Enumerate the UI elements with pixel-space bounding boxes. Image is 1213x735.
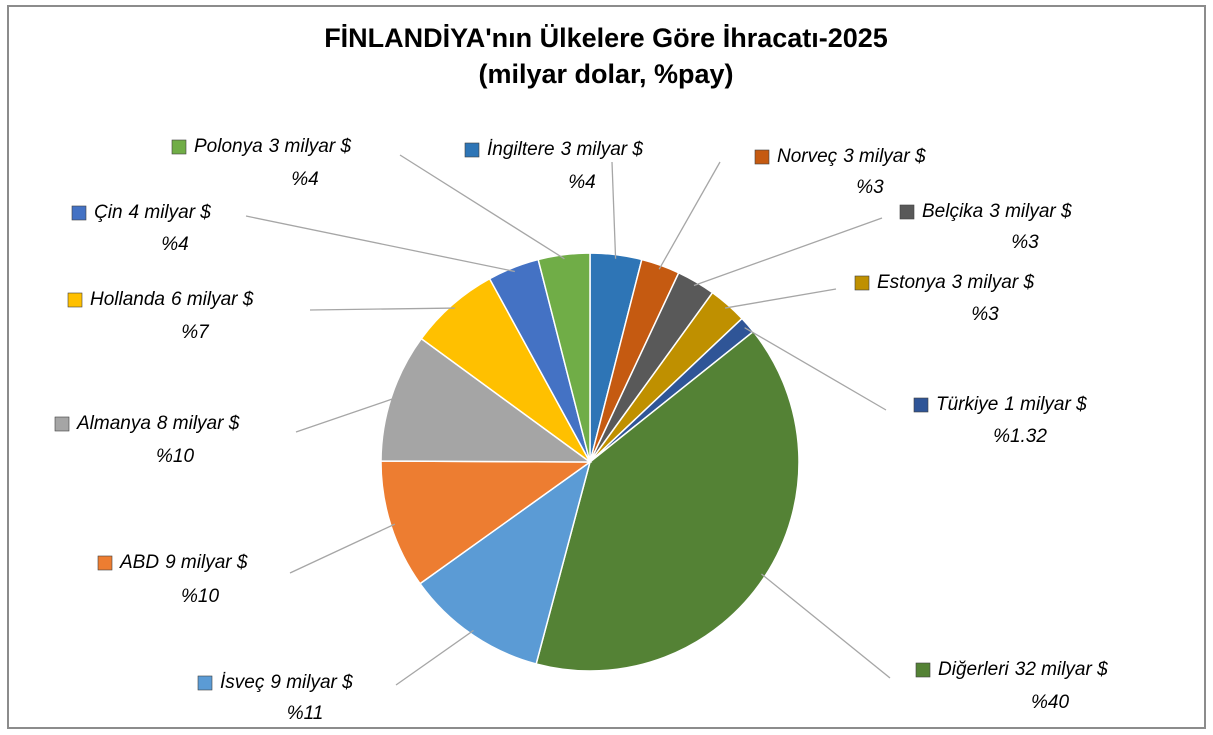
leader-line	[309, 307, 455, 311]
amount-label: 9 milyar $	[270, 672, 353, 693]
data-label: İsveç 9 milyar $	[220, 672, 353, 693]
data-label: Norveç 3 milyar $	[777, 146, 926, 167]
leader-line	[399, 154, 565, 260]
data-label: Türkiye 1 milyar $	[936, 394, 1087, 415]
legend-key	[54, 416, 70, 432]
percent-label: %1.32	[993, 426, 1047, 447]
category-label: Belçika	[922, 201, 983, 222]
category-label: Hollanda	[90, 289, 165, 310]
legend-key	[854, 275, 870, 291]
percent-label: %10	[181, 586, 219, 607]
leader-line	[395, 629, 474, 686]
data-label: Belçika 3 milyar $	[922, 201, 1072, 222]
category-label: Türkiye	[936, 394, 998, 415]
legend-key	[913, 397, 929, 413]
percent-label: %3	[1011, 232, 1039, 253]
leader-line	[761, 573, 891, 679]
leader-line	[724, 288, 837, 309]
percent-label: %4	[291, 169, 318, 190]
chart-subtitle: (milyar dolar, %pay)	[478, 59, 733, 89]
data-label: Almanya 8 milyar $	[76, 413, 240, 434]
data-label: İngiltere 3 milyar $	[487, 139, 643, 160]
amount-label: 32 milyar $	[1015, 659, 1108, 680]
legend-key	[464, 142, 480, 158]
amount-label: 8 milyar $	[157, 413, 240, 434]
data-label: Hollanda 6 milyar $	[90, 289, 254, 310]
percent-label: %10	[156, 446, 194, 467]
category-label: ABD	[119, 552, 159, 573]
amount-label: 4 milyar $	[129, 202, 212, 223]
legend-key	[71, 205, 87, 221]
leader-line	[245, 215, 515, 273]
amount-label: 3 milyar $	[269, 136, 352, 157]
amount-label: 3 milyar $	[561, 139, 644, 160]
percent-label: %11	[287, 703, 324, 724]
amount-label: 3 milyar $	[952, 272, 1035, 293]
legend-key	[171, 139, 187, 155]
legend-key	[67, 292, 83, 308]
amount-label: 1 milyar $	[1004, 394, 1087, 415]
category-label: İsveç	[220, 672, 265, 693]
category-label: Almanya	[76, 413, 151, 434]
leader-line	[611, 161, 617, 259]
leader-line	[693, 217, 883, 287]
legend-key	[754, 149, 770, 165]
category-label: Estonya	[877, 272, 946, 293]
leader-line	[295, 397, 396, 433]
legend-key	[915, 662, 931, 678]
pie-slice	[537, 252, 591, 463]
data-label: Diğerleri 32 milyar $	[938, 659, 1108, 680]
pie-slice	[380, 337, 593, 463]
percent-label: %4	[568, 172, 595, 193]
amount-label: 6 milyar $	[171, 289, 254, 310]
chart-title: FİNLANDİYA'nın Ülkelere Göre İhracatı-20…	[324, 23, 888, 53]
percent-label: %3	[856, 177, 884, 198]
percent-label: %40	[1031, 692, 1069, 713]
legend-key	[197, 675, 213, 691]
data-label: Estonya 3 milyar $	[877, 272, 1034, 293]
data-label: ABD 9 milyar $	[119, 552, 248, 573]
percent-label: %3	[971, 304, 999, 325]
category-label: Polonya	[194, 136, 263, 157]
pie-slice	[419, 460, 592, 665]
leader-line	[658, 161, 721, 270]
amount-label: 3 milyar $	[989, 201, 1072, 222]
data-label: Çin 4 milyar $	[94, 202, 211, 223]
legend-key	[899, 204, 915, 220]
percent-label: %4	[161, 234, 188, 255]
category-label: Çin	[94, 202, 123, 223]
legend-key	[97, 555, 113, 571]
category-label: İngiltere	[487, 139, 555, 160]
leader-line	[744, 327, 887, 411]
percent-label: %7	[181, 322, 210, 343]
amount-label: 9 milyar $	[165, 552, 248, 573]
category-label: Diğerleri	[938, 659, 1010, 680]
data-label: Polonya 3 milyar $	[194, 136, 351, 157]
leader-line	[289, 523, 396, 574]
category-label: Norveç	[777, 146, 838, 167]
amount-label: 3 milyar $	[843, 146, 926, 167]
